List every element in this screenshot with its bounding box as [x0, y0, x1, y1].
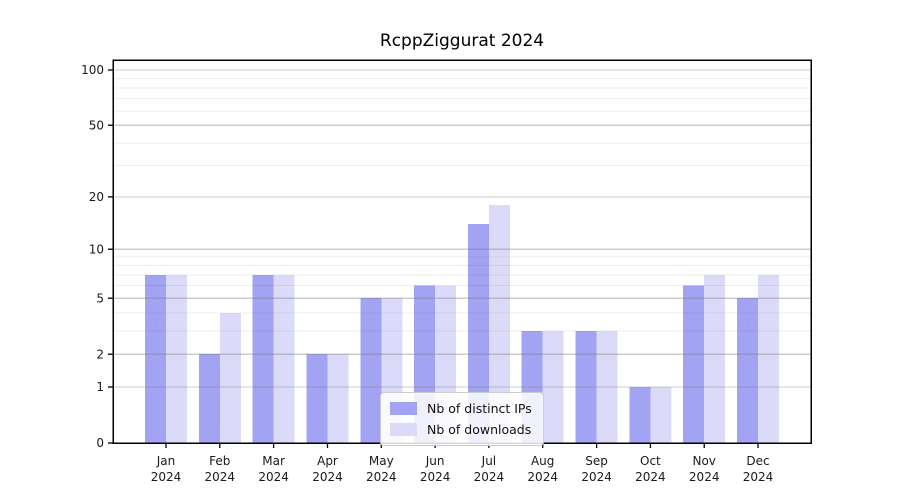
- bar-nb-of-distinct-ips-apr: [306, 354, 328, 443]
- x-tick-label-year-sep: 2024: [581, 470, 612, 484]
- x-tick-label-year-aug: 2024: [527, 470, 558, 484]
- x-tick-label-month-jan: Jan: [156, 454, 176, 468]
- bar-nb-of-distinct-ips-mar: [252, 274, 274, 443]
- bar-nb-of-distinct-ips-dec: [737, 298, 759, 443]
- bar-nb-of-distinct-ips-nov: [683, 285, 705, 443]
- x-tick-label-month-nov: Nov: [692, 454, 715, 468]
- y-tick-label-10: 10: [89, 242, 104, 256]
- x-tick-label-year-oct: 2024: [635, 470, 666, 484]
- y-tick-label-1: 1: [96, 380, 104, 394]
- bar-nb-of-downloads-nov: [704, 274, 726, 443]
- bar-nb-of-downloads-sep: [596, 331, 618, 443]
- x-tick-label-month-oct: Oct: [640, 454, 661, 468]
- x-tick-label-year-feb: 2024: [205, 470, 236, 484]
- bar-nb-of-distinct-ips-jul: [467, 224, 489, 443]
- legend-swatch-downloads: [390, 423, 417, 436]
- x-tick-label-month-feb: Feb: [209, 454, 230, 468]
- legend-item-downloads: Nb of downloads: [390, 419, 534, 440]
- bar-nb-of-downloads-jan: [166, 274, 187, 443]
- bar-nb-of-downloads-mar: [273, 274, 295, 443]
- x-tick-label-year-jun: 2024: [420, 470, 451, 484]
- bar-nb-of-distinct-ips-sep: [575, 331, 597, 443]
- x-tick-label-year-dec: 2024: [743, 470, 774, 484]
- x-tick-label-month-sep: Sep: [585, 454, 608, 468]
- bar-nb-of-downloads-aug: [542, 331, 564, 443]
- bar-nb-of-downloads-oct: [650, 387, 672, 443]
- bar-nb-of-distinct-ips-may: [360, 298, 382, 443]
- y-tick-label-50: 50: [89, 118, 104, 132]
- x-tick-label-year-nov: 2024: [689, 470, 720, 484]
- legend-item-distinct-ips: Nb of distinct IPs: [390, 398, 534, 419]
- x-tick-label-year-may: 2024: [366, 470, 397, 484]
- x-tick-label-month-apr: Apr: [317, 454, 338, 468]
- x-tick-label-month-jul: Jul: [481, 454, 496, 468]
- y-tick-label-5: 5: [96, 291, 104, 305]
- x-tick-label-year-mar: 2024: [258, 470, 289, 484]
- legend-swatch-distinct-ips: [390, 402, 417, 415]
- x-tick-label-year-jan: 2024: [151, 470, 182, 484]
- bar-nb-of-distinct-ips-jan: [145, 274, 166, 443]
- bar-nb-of-distinct-ips-oct: [629, 387, 651, 443]
- bar-nb-of-distinct-ips-feb: [198, 354, 220, 443]
- x-tick-label-month-dec: Dec: [746, 454, 769, 468]
- bar-nb-of-downloads-feb: [219, 312, 241, 443]
- x-tick-label-month-may: May: [369, 454, 394, 468]
- legend: Nb of distinct IPs Nb of downloads: [380, 392, 544, 446]
- legend-label-downloads: Nb of downloads: [427, 422, 532, 437]
- x-tick-label-month-jun: Jun: [425, 454, 445, 468]
- x-tick-label-month-aug: Aug: [531, 454, 554, 468]
- y-tick-label-0: 0: [96, 436, 104, 450]
- x-tick-label-year-apr: 2024: [312, 470, 343, 484]
- y-tick-label-100: 100: [81, 63, 104, 77]
- y-tick-label-20: 20: [89, 190, 104, 204]
- x-tick-label-year-jul: 2024: [474, 470, 505, 484]
- x-tick-label-month-mar: Mar: [262, 454, 285, 468]
- bar-nb-of-downloads-dec: [758, 274, 780, 443]
- y-tick-label-2: 2: [96, 347, 104, 361]
- bar-nb-of-downloads-apr: [327, 354, 349, 443]
- legend-label-distinct-ips: Nb of distinct IPs: [427, 401, 532, 416]
- chart-title: RcppZiggurat 2024: [379, 31, 545, 51]
- bar-nb-of-downloads-jul: [488, 205, 510, 443]
